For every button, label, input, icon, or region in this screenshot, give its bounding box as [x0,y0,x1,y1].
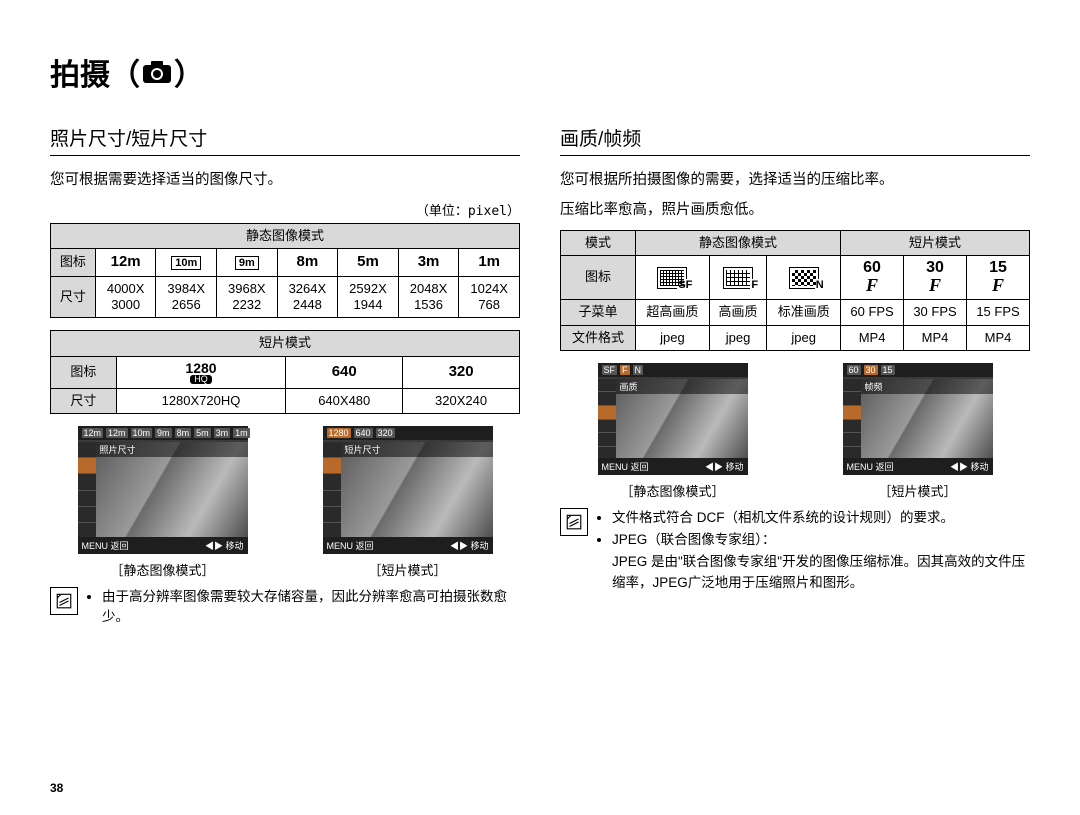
still-size-cell: 1024X 768 [459,276,520,318]
still-size-table: 静态图像模式 图标 12m 10m 9m 8m 5m 3m 1m 尺寸 4000… [50,223,520,319]
format-cell: jpeg [709,325,767,350]
right-column: 画质/帧频 您可根据所拍摄图像的需要，选择适当的压缩比率。 压缩比率愈高，照片画… [560,124,1030,629]
screenshot-row-right: SFFN 画质 MENU 返回◀▶ 移动 ［静态图像模式］ 603015 帧频 [560,363,1030,500]
title-prefix: 拍摄（ [50,50,140,94]
movie-size-cell: 320X240 [403,388,520,413]
note-right: 文件格式符合 DCF（相机文件系统的设计规则）的要求。 JPEG（联合图像专家组… [560,508,1030,593]
submenu-cell: 高画质 [709,300,767,325]
movie-header: 短片模式 [51,331,520,356]
movie-size-table: 短片模式 图标 1280 HQ 640 320 尺寸 1280X720HQ [50,330,520,414]
note-icon [560,508,588,536]
row-size-label: 尺寸 [51,388,117,413]
row-size-label: 尺寸 [51,276,96,318]
still-size-cell: 4000X 3000 [95,276,156,318]
caption-q-movie: ［短片模式］ [878,481,956,500]
movie-size-cell: 1280X720HQ [116,388,286,413]
note-li-2: JPEG（联合图像专家组）： [612,530,1030,550]
screenshot-row-left: 12m12m10m9m8m5m3m1m 照片尺寸 MENU 返回◀▶ 移动 ［静… [50,426,520,579]
still-size-cell: 2048X 1536 [398,276,459,318]
row-icon-label: 图标 [561,255,636,300]
intro-size: 您可根据需要选择适当的图像尺寸。 [50,170,520,192]
submenu-cell: 30 FPS [904,300,967,325]
format-cell: MP4 [904,325,967,350]
submenu-cell: 标准画质 [767,300,841,325]
caption-still: ［静态图像模式］ [110,560,214,579]
still-size-cell: 3264X 2448 [277,276,338,318]
note-left: 由于高分辨率图像需要较大存储容量，因此分辨率愈高可拍摄张数愈少。 [50,587,520,630]
movie-icon-cell: 640 [286,356,403,388]
screenshot-still-size: 12m12m10m9m8m5m3m1m 照片尺寸 MENU 返回◀▶ 移动 [78,426,248,554]
note-text: 由于高分辨率图像需要较大存储容量，因此分辨率愈高可拍摄张数愈少。 [102,587,520,628]
submenu-cell: 超高画质 [636,300,710,325]
q-icon-cell: SF [636,255,710,300]
q-icon-cell: N [767,255,841,300]
fps-icon-cell: 60F [841,255,904,300]
fps-icon-cell: 15F [966,255,1029,300]
page-title: 拍摄（ ） [50,50,1030,94]
submenu-cell: 60 FPS [841,300,904,325]
caption-q-still: ［静态图像模式］ [620,481,724,500]
row-icon-label: 图标 [51,249,96,277]
still-header: 静态图像模式 [51,223,520,248]
still-icon-cell: 5m [338,249,399,277]
camera-icon [142,60,172,84]
q-icon-cell: F [709,255,767,300]
still-icon-cell: 10m [156,249,217,277]
still-icon-cell: 3m [398,249,459,277]
still-icon-cell: 9m [217,249,278,277]
movie-icon-cell: 1280 HQ [116,356,286,388]
section-title-quality: 画质/帧频 [560,124,1030,156]
row-mode-label: 模式 [561,230,636,255]
title-suffix: ） [174,50,204,94]
row-icon-label: 图标 [51,356,117,388]
format-cell: MP4 [966,325,1029,350]
row-format-label: 文件格式 [561,325,636,350]
screenshot-quality: SFFN 画质 MENU 返回◀▶ 移动 [598,363,748,475]
still-icon-cell: 8m [277,249,338,277]
unit-label: （单位：pixel） [50,200,520,219]
quality-table: 模式 静态图像模式 短片模式 图标 SF F N 60F 30F 15F 子菜单… [560,230,1030,351]
still-icon-cell: 12m [95,249,156,277]
format-cell: MP4 [841,325,904,350]
fps-icon-cell: 30F [904,255,967,300]
screenshot-fps: 603015 帧频 MENU 返回◀▶ 移动 [843,363,993,475]
still-size-cell: 3968X 2232 [217,276,278,318]
note-sub: JPEG 是由"联合图像专家组"开发的图像压缩标准。因其高效的文件压缩率，JPE… [598,552,1030,593]
intro-quality-1: 您可根据所拍摄图像的需要，选择适当的压缩比率。 [560,170,1030,192]
movie-size-cell: 640X480 [286,388,403,413]
movie-icon-cell: 320 [403,356,520,388]
format-cell: jpeg [636,325,710,350]
intro-quality-2: 压缩比率愈高，照片画质愈低。 [560,200,1030,222]
q-still-header: 静态图像模式 [636,230,841,255]
note-icon [50,587,78,615]
note-li-1: 文件格式符合 DCF（相机文件系统的设计规则）的要求。 [612,508,1030,528]
section-title-size: 照片尺寸/短片尺寸 [50,124,520,156]
page-number: 38 [50,781,63,795]
still-size-cell: 3984X 2656 [156,276,217,318]
still-icon-cell: 1m [459,249,520,277]
left-column: 照片尺寸/短片尺寸 您可根据需要选择适当的图像尺寸。 （单位：pixel） 静态… [50,124,520,629]
q-movie-header: 短片模式 [841,230,1030,255]
still-size-cell: 2592X 1944 [338,276,399,318]
screenshot-movie-size: 1280640320 短片尺寸 MENU 返回◀▶ 移动 [323,426,493,554]
caption-movie: ［短片模式］ [368,560,446,579]
format-cell: jpeg [767,325,841,350]
row-submenu-label: 子菜单 [561,300,636,325]
submenu-cell: 15 FPS [966,300,1029,325]
